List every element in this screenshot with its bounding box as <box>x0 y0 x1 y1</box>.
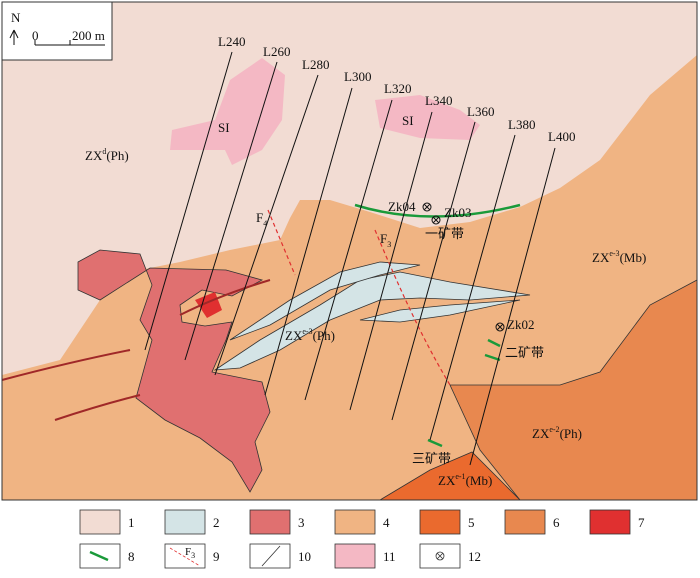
legend-label: 12 <box>468 549 481 564</box>
unit-2 <box>229 261 421 341</box>
map-frame <box>1 1 698 501</box>
legend-swatch <box>249 543 291 569</box>
legend-label: 9 <box>213 549 220 564</box>
legend-swatch <box>334 543 376 569</box>
unit-label: ZXe-3(Ph) <box>285 327 335 343</box>
legend-label: 10 <box>298 549 311 564</box>
legend-label: 3 <box>298 515 305 530</box>
legend-symbol <box>435 551 445 561</box>
borehole <box>422 202 432 212</box>
survey-label: L280 <box>302 57 329 72</box>
survey-label: L260 <box>263 44 290 59</box>
fault-solid <box>1 279 271 421</box>
survey-line <box>469 147 556 466</box>
scale-bar <box>9 29 105 46</box>
survey-line <box>391 121 476 421</box>
legend-symbol <box>261 545 281 567</box>
survey-labels: L240 L260 L280 L300 L320 L340 L360 L380 … <box>218 34 575 144</box>
survey-line-group <box>144 51 556 466</box>
unit-label: ZXd(Ph) <box>85 147 129 163</box>
unit-11 <box>375 95 480 140</box>
scale-length: 200 m <box>72 28 105 43</box>
legend-label: 11 <box>383 549 396 564</box>
north-label: N <box>11 10 21 25</box>
unit-label: ZXe-1(Mb) <box>438 472 492 488</box>
survey-label: L320 <box>384 81 411 96</box>
scale-zero: 0 <box>32 28 39 43</box>
unit-label: ZXe-3(Mb) <box>592 249 646 265</box>
legend-swatch <box>334 509 376 535</box>
borehole <box>431 215 441 225</box>
unit-11 <box>170 58 285 165</box>
survey-label: L340 <box>425 93 452 108</box>
legend-swatch <box>419 509 461 535</box>
survey-line <box>429 134 516 441</box>
unit-3 <box>77 249 271 493</box>
borehole <box>495 322 505 332</box>
legend-label: 8 <box>128 549 135 564</box>
unit-label: SI <box>402 113 414 128</box>
survey-line <box>144 51 233 351</box>
legend-label: 6 <box>553 515 560 530</box>
ore-belt-label: 一矿带 <box>425 226 464 241</box>
legend-swatch <box>504 509 546 535</box>
ore-belt-line <box>427 338 501 448</box>
legend-swatch <box>79 509 121 535</box>
ore-belt-label: 三矿带 <box>412 451 451 466</box>
fault-label: F3 <box>380 231 391 249</box>
survey-line <box>214 74 319 376</box>
legend-swatch <box>249 509 291 535</box>
legend-label: 1 <box>128 515 135 530</box>
ore-belt-label: 二矿带 <box>505 345 544 360</box>
legend-labels: 1 2 3 4 5 6 7 8 9 10 11 12 F3 <box>128 515 645 564</box>
unit-label: SI <box>218 120 230 135</box>
survey-line <box>184 61 278 361</box>
unit-label: ZXe-2(Ph) <box>532 425 582 441</box>
legend-symbol <box>169 547 201 567</box>
map-area: N 0 200 m L240 L260 L280 L300 L320 L340 … <box>1 1 698 501</box>
legend-label: 2 <box>213 515 220 530</box>
borehole-label: Zk02 <box>507 317 534 332</box>
survey-line <box>264 87 353 396</box>
survey-label: L360 <box>467 104 494 119</box>
legend-label: 4 <box>383 515 390 530</box>
legend-label: 7 <box>638 515 645 530</box>
legend-symbol <box>89 550 109 562</box>
unit-2 <box>213 271 531 371</box>
survey-label: L380 <box>508 117 535 132</box>
survey-label: L240 <box>218 34 245 49</box>
legend-swatch <box>164 543 206 569</box>
survey-line <box>349 111 433 411</box>
fault-label: F4 <box>256 210 267 228</box>
borehole-label: Zk04 <box>388 199 416 214</box>
legend-fault-label: F3 <box>185 546 195 560</box>
survey-label: L300 <box>344 69 371 84</box>
unit-1 <box>2 2 697 375</box>
borehole-label: Zk03 <box>444 205 471 220</box>
legend-swatch <box>164 509 206 535</box>
scale-box <box>1 1 113 61</box>
borehole-symbols <box>422 202 505 332</box>
legend-label: 5 <box>468 515 475 530</box>
unit-2 <box>359 299 521 323</box>
legend-swatch <box>589 509 631 535</box>
survey-line <box>304 99 393 401</box>
survey-label: L400 <box>548 129 575 144</box>
legend <box>79 509 631 569</box>
